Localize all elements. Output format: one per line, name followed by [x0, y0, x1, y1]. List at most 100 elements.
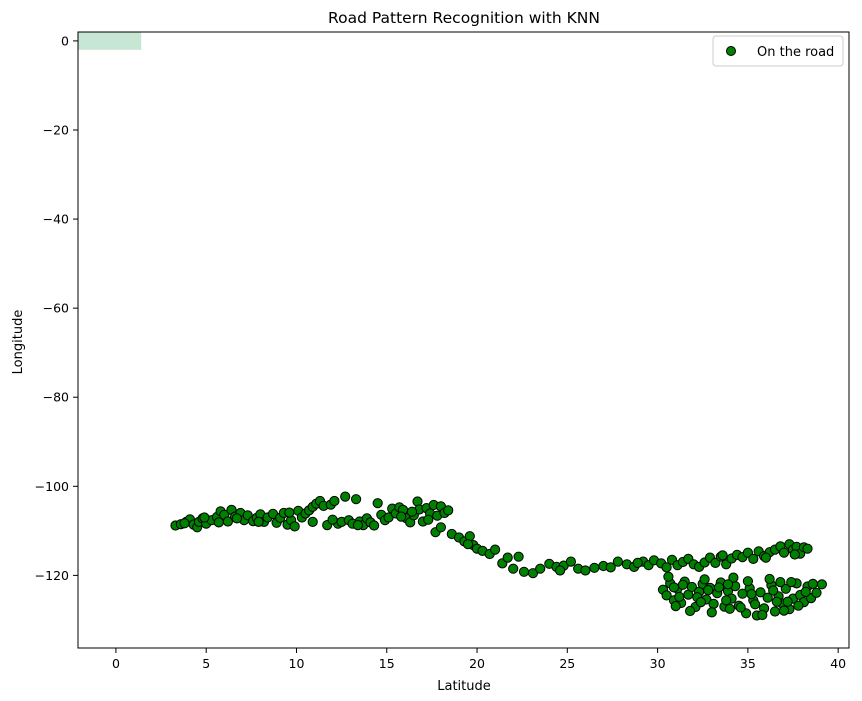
data-point: [760, 552, 772, 563]
data-point: [327, 514, 338, 525]
legend-label: On the road: [757, 45, 834, 60]
data-point: [406, 506, 418, 517]
data-point: [800, 586, 811, 598]
data-point: [775, 577, 786, 588]
y-tick-label: −40: [43, 212, 69, 227]
x-tick-label: 10: [289, 656, 305, 671]
data-point: [721, 595, 732, 606]
y-tick-label: −120: [35, 568, 69, 583]
data-point: [807, 578, 819, 590]
data-point: [728, 572, 739, 583]
data-point: [423, 514, 434, 525]
data-point: [786, 577, 797, 588]
data-point: [668, 582, 680, 593]
data-point: [231, 513, 242, 524]
data-point: [462, 539, 474, 550]
data-point: [555, 565, 566, 576]
data-point: [289, 521, 300, 532]
x-tick-label: 20: [469, 656, 485, 671]
data-point: [612, 556, 624, 567]
data-point: [780, 583, 791, 594]
data-point: [535, 563, 546, 574]
data-point: [811, 587, 822, 598]
data-point: [284, 507, 295, 518]
data-point: [778, 605, 790, 616]
data-point: [490, 544, 501, 555]
data-point: [329, 495, 340, 507]
data-point: [674, 591, 685, 602]
data-point: [778, 547, 790, 558]
data-point: [769, 606, 781, 617]
data-point: [724, 603, 735, 614]
x-tick-label: 0: [112, 656, 120, 671]
legend-marker: [726, 46, 736, 56]
data-point: [762, 592, 773, 603]
x-tick-label: 5: [202, 656, 210, 671]
data-point: [605, 562, 616, 573]
y-axis-label: Longitude: [11, 310, 26, 375]
data-point: [502, 552, 513, 563]
data-point: [677, 579, 689, 590]
data-point: [750, 599, 761, 610]
data-point: [565, 556, 577, 567]
data-point: [518, 566, 530, 577]
data-point: [580, 565, 591, 576]
data-point: [699, 574, 710, 585]
data-point: [802, 543, 813, 554]
data-point: [708, 598, 719, 610]
data-point: [589, 562, 600, 573]
data-point: [746, 589, 757, 600]
data-point: [713, 582, 725, 593]
data-point: [661, 590, 672, 601]
data-point: [816, 579, 828, 590]
data-point: [742, 576, 754, 587]
points-layer: [170, 491, 828, 621]
data-point: [670, 601, 681, 612]
data-point: [793, 600, 804, 611]
x-tick-label: 30: [650, 656, 666, 671]
data-point: [717, 550, 728, 561]
data-point: [527, 568, 539, 579]
data-point: [351, 494, 362, 505]
x-tick-label: 35: [740, 656, 756, 671]
data-point: [369, 520, 380, 531]
data-point: [179, 518, 190, 529]
legend: On the road: [712, 35, 844, 67]
data-point: [340, 491, 351, 502]
chart-title: Road Pattern Recognition with KNN: [328, 9, 600, 27]
data-point: [703, 585, 714, 596]
data-point: [764, 573, 775, 585]
data-point: [722, 579, 734, 590]
data-point: [685, 605, 696, 617]
data-point: [757, 609, 768, 621]
y-tick-label: −100: [35, 479, 69, 494]
x-axis-label: Latitude: [437, 679, 491, 694]
x-tick-label: 15: [379, 656, 395, 671]
y-axis: 0 −20 −40 −60 −80 −100 −120: [35, 33, 78, 583]
data-point: [632, 557, 643, 569]
y-tick-label: −80: [43, 390, 69, 405]
data-point: [443, 505, 454, 516]
x-tick-label: 40: [830, 656, 846, 671]
data-point: [771, 596, 782, 607]
data-point: [199, 512, 210, 523]
data-point: [352, 520, 363, 531]
data-point: [253, 516, 264, 528]
x-tick-label: 25: [559, 656, 575, 671]
x-axis: 0 5 10 15 20 25 30 35 40: [112, 648, 846, 671]
data-point: [789, 549, 800, 560]
y-tick-label: −20: [43, 122, 69, 137]
data-point: [663, 571, 674, 582]
data-point: [768, 585, 779, 596]
data-point: [307, 516, 318, 528]
y-tick-label: −60: [43, 301, 69, 316]
data-point: [748, 553, 759, 565]
data-point: [372, 498, 383, 509]
axes-frame: [77, 31, 850, 649]
y-tick-label: 0: [61, 33, 69, 48]
data-point: [435, 522, 446, 533]
plot-area: [77, 31, 850, 649]
data-point: [513, 551, 524, 562]
data-point: [782, 596, 793, 607]
